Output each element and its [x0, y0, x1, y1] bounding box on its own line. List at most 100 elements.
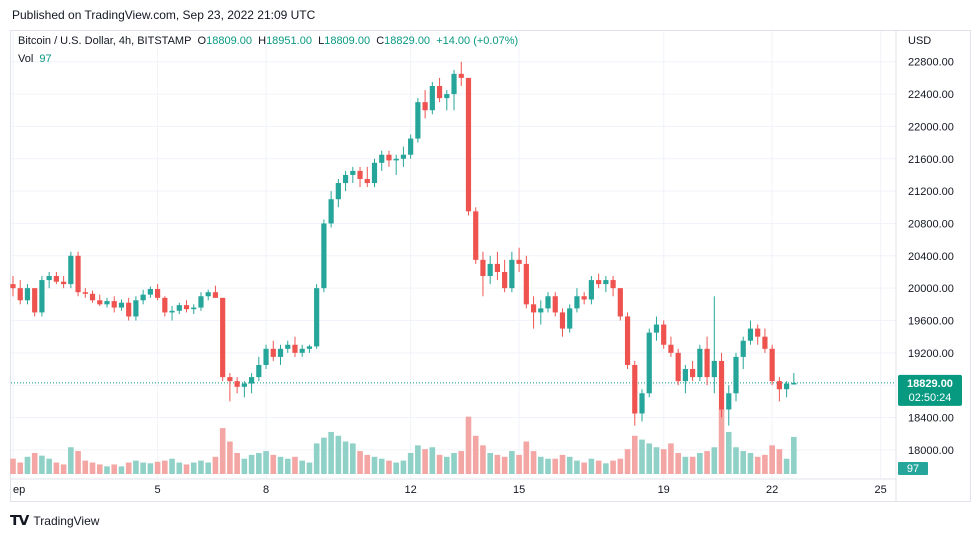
- candle-body[interactable]: [379, 154, 385, 163]
- candle-body[interactable]: [169, 310, 175, 313]
- candle-body[interactable]: [306, 346, 313, 349]
- candle-body[interactable]: [270, 348, 276, 357]
- candle-body[interactable]: [574, 296, 580, 309]
- candle-body[interactable]: [632, 364, 638, 414]
- candle-body[interactable]: [458, 73, 464, 78]
- candle-body[interactable]: [321, 223, 327, 289]
- candle-body[interactable]: [104, 301, 110, 305]
- candle-body[interactable]: [610, 280, 616, 289]
- candle-body[interactable]: [538, 308, 544, 313]
- candle-body[interactable]: [436, 85, 443, 99]
- candle-body[interactable]: [661, 324, 667, 345]
- candle-body[interactable]: [335, 183, 341, 200]
- candle-body[interactable]: [61, 281, 67, 285]
- candle-body[interactable]: [473, 211, 479, 260]
- candle-body[interactable]: [198, 296, 204, 308]
- candle-body[interactable]: [726, 393, 732, 410]
- candle-body[interactable]: [776, 381, 782, 390]
- candle-body[interactable]: [733, 356, 739, 394]
- candle-body[interactable]: [668, 344, 674, 353]
- candle-body[interactable]: [791, 382, 797, 385]
- candle-body[interactable]: [523, 263, 529, 305]
- candle-body[interactable]: [465, 77, 472, 212]
- candle-body[interactable]: [545, 296, 551, 309]
- candle-body[interactable]: [162, 297, 168, 313]
- candle-body[interactable]: [299, 348, 305, 353]
- candle-body[interactable]: [176, 305, 182, 311]
- candle-body[interactable]: [126, 302, 132, 317]
- candle-body[interactable]: [487, 263, 493, 277]
- candle-body[interactable]: [357, 170, 363, 179]
- candle-body[interactable]: [400, 154, 407, 159]
- candle-body[interactable]: [220, 297, 226, 378]
- candle-body[interactable]: [711, 360, 717, 378]
- candle-body[interactable]: [704, 348, 710, 378]
- candle-body[interactable]: [386, 154, 392, 161]
- symbol-label[interactable]: Bitcoin / U.S. Dollar, 4h, BITSTAMP: [18, 35, 192, 47]
- candle-body[interactable]: [516, 259, 522, 264]
- candle-body[interactable]: [639, 393, 645, 414]
- candle-body[interactable]: [234, 381, 240, 387]
- candle-body[interactable]: [191, 307, 197, 310]
- chart-area[interactable]: [10, 30, 971, 502]
- candle-body[interactable]: [784, 383, 790, 390]
- candle-body[interactable]: [559, 312, 566, 329]
- candle-body[interactable]: [147, 288, 153, 295]
- candle-body[interactable]: [769, 348, 775, 382]
- candle-body[interactable]: [509, 259, 515, 289]
- candle-body[interactable]: [32, 288, 38, 313]
- candle-body[interactable]: [97, 300, 103, 305]
- candle-body[interactable]: [617, 288, 623, 317]
- candle-body[interactable]: [256, 364, 262, 378]
- candle-body[interactable]: [227, 377, 233, 382]
- candle-body[interactable]: [422, 102, 428, 111]
- candle-body[interactable]: [567, 308, 573, 329]
- candle-body[interactable]: [82, 292, 88, 294]
- candle-body[interactable]: [205, 292, 211, 297]
- candle-body[interactable]: [690, 369, 696, 378]
- candle-body[interactable]: [89, 293, 96, 301]
- candle-body[interactable]: [581, 296, 587, 300]
- candle-body[interactable]: [364, 178, 370, 184]
- candle-body[interactable]: [285, 344, 291, 349]
- candle-body[interactable]: [588, 280, 594, 300]
- candle-body[interactable]: [596, 280, 602, 285]
- candle-body[interactable]: [17, 288, 23, 301]
- candle-body[interactable]: [740, 340, 746, 357]
- footer-brand[interactable]: 𝗧𝗩 TradingView: [10, 512, 99, 529]
- candle-body[interactable]: [502, 271, 508, 289]
- candle-body[interactable]: [133, 300, 139, 317]
- candle-body[interactable]: [328, 199, 334, 224]
- candle-body[interactable]: [653, 324, 660, 333]
- candle-body[interactable]: [480, 259, 486, 277]
- candle-body[interactable]: [68, 255, 74, 285]
- candle-body[interactable]: [118, 302, 125, 308]
- candle-body[interactable]: [342, 174, 349, 184]
- candle-body[interactable]: [747, 328, 754, 341]
- candle-body[interactable]: [39, 280, 45, 313]
- candle-body[interactable]: [155, 288, 161, 298]
- candle-body[interactable]: [697, 348, 703, 378]
- candle-body[interactable]: [277, 348, 284, 357]
- candle-body[interactable]: [24, 288, 31, 301]
- candle-body[interactable]: [530, 304, 537, 313]
- candle-body[interactable]: [762, 336, 768, 349]
- candle-body[interactable]: [292, 344, 298, 353]
- candle-body[interactable]: [53, 276, 59, 282]
- candle-body[interactable]: [111, 301, 117, 308]
- candle-body[interactable]: [393, 158, 399, 161]
- candle-body[interactable]: [429, 85, 435, 111]
- candle-body[interactable]: [415, 102, 421, 139]
- candle-body[interactable]: [755, 328, 761, 337]
- candle-body[interactable]: [241, 383, 247, 387]
- candle-body[interactable]: [451, 73, 457, 95]
- candle-body[interactable]: [646, 332, 652, 394]
- candle-body[interactable]: [675, 352, 681, 382]
- candle-body[interactable]: [624, 316, 631, 365]
- candle-body[interactable]: [140, 294, 146, 301]
- candle-body[interactable]: [248, 377, 255, 384]
- candle-body[interactable]: [718, 360, 725, 410]
- candle-body[interactable]: [682, 369, 688, 382]
- candle-body[interactable]: [183, 305, 190, 310]
